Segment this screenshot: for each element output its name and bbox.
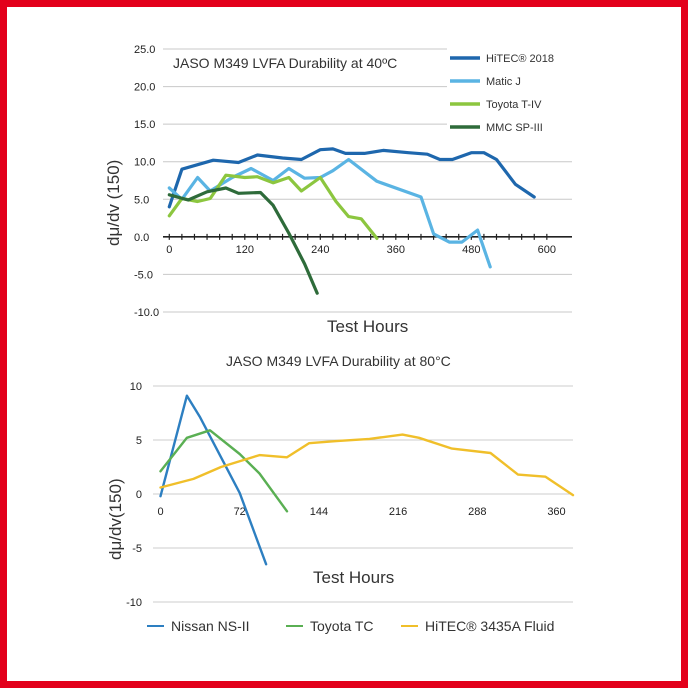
x-tick-label: 240 <box>311 244 329 256</box>
x-tick-label: 120 <box>236 244 254 256</box>
series-line-hitec-3435a-fluid <box>159 433 575 497</box>
chart-80c-legend: Nissan NS-II Toyota TC HiTEC® 3435A Fluid <box>147 618 554 634</box>
legend-label: MMC SP-III <box>486 122 543 134</box>
chart-80c-y-tick-labels: 10 5 0 -5 -10 <box>126 381 142 609</box>
series-line-matic-j <box>167 157 492 269</box>
y-tick-label: 25.0 <box>134 44 155 56</box>
chart-40c-x-axis-title: Test Hours <box>327 317 408 336</box>
y-tick-label: 15.0 <box>134 119 155 131</box>
chart-40c-x-tick-labels: 0 120 240 360 480 600 <box>166 244 556 256</box>
chart-80c-x-tick-labels: 0 72 144 216 288 360 <box>157 506 565 518</box>
chart-40c: 25.0 20.0 15.0 10.0 5.0 0.0 -5.0 -10.0 0 120 240 3… <box>104 44 572 336</box>
legend-label: Toyota T-IV <box>486 99 542 111</box>
y-tick-label: 10.0 <box>134 157 155 169</box>
legend-label: HiTEC® 3435A Fluid <box>425 618 554 634</box>
x-tick-label: 360 <box>387 244 405 256</box>
x-tick-label: 144 <box>310 506 328 518</box>
y-tick-label: 5 <box>136 435 142 447</box>
y-tick-label: 10 <box>130 381 142 393</box>
x-tick-label: 288 <box>468 506 486 518</box>
y-tick-label: -5 <box>132 543 142 555</box>
y-tick-label: 5.0 <box>134 194 149 206</box>
x-tick-label: 600 <box>538 244 556 256</box>
chart-80c-x-axis-title: Test Hours <box>313 568 394 587</box>
legend-label: Matic J <box>486 76 521 88</box>
x-tick-label: 480 <box>462 244 480 256</box>
y-tick-label: -5.0 <box>134 269 153 281</box>
legend-label: HiTEC® 2018 <box>486 53 554 65</box>
y-tick-label: 0 <box>136 489 142 501</box>
y-tick-label: -10.0 <box>134 307 159 319</box>
x-tick-label: 0 <box>157 506 163 518</box>
legend-label: Nissan NS-II <box>171 618 250 634</box>
chart-40c-y-tick-labels: 25.0 20.0 15.0 10.0 5.0 0.0 -5.0 -10.0 <box>134 44 159 319</box>
y-tick-label: 0.0 <box>134 232 149 244</box>
chart-40c-title: JASO M349 LVFA Durability at 40ºC <box>173 55 397 71</box>
series-line-toyota-tc <box>159 429 289 513</box>
series-line-nissan-ns-ii <box>159 394 268 566</box>
chart-40c-series <box>167 147 536 295</box>
chart-80c-y-axis-title: dμ/dv(150) <box>106 478 125 560</box>
y-tick-label: -10 <box>126 597 142 609</box>
x-tick-label: 72 <box>234 506 246 518</box>
chart-80c-title: JASO M349 LVFA Durability at 80°C <box>226 353 451 369</box>
y-tick-label: 20.0 <box>134 82 155 94</box>
chart-80c: 10 5 0 -5 -10 0 72 144 216 288 360 JASO M349 LVFA… <box>106 353 575 634</box>
x-tick-label: 216 <box>389 506 407 518</box>
chart-40c-legend: HiTEC® 2018 Matic J Toyota T-IV MMC SP-III <box>447 44 572 134</box>
chart-40c-y-axis-title: dμ/dv (150) <box>104 160 123 246</box>
x-tick-label: 360 <box>547 506 565 518</box>
series-line-hitec-2018 <box>167 147 536 209</box>
x-tick-label: 0 <box>166 244 172 256</box>
series-line-toyota-t-iv <box>167 173 379 240</box>
chart-40c-x-axis <box>163 233 572 240</box>
legend-label: Toyota TC <box>310 618 374 634</box>
chart-80c-series <box>159 394 575 566</box>
series-line-mmc-sp-iii <box>167 186 319 295</box>
